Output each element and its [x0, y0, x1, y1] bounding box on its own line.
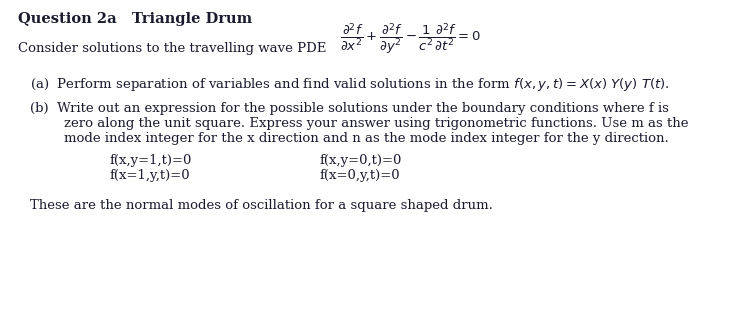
Text: f(x=1,y,t)=0: f(x=1,y,t)=0	[110, 169, 190, 182]
Text: f(x,y=0,t)=0: f(x,y=0,t)=0	[320, 154, 402, 167]
Text: zero along the unit square. Express your answer using trigonometric functions. U: zero along the unit square. Express your…	[30, 117, 688, 130]
Text: mode index integer for the x direction and n as the mode index integer for the y: mode index integer for the x direction a…	[30, 132, 668, 145]
Text: (a)  Perform separation of variables and find valid solutions in the form $f(x,y: (a) Perform separation of variables and …	[30, 76, 670, 93]
Text: f(x=0,y,t)=0: f(x=0,y,t)=0	[320, 169, 401, 182]
Text: Consider solutions to the travelling wave PDE: Consider solutions to the travelling wav…	[18, 42, 327, 55]
Text: f(x,y=1,t)=0: f(x,y=1,t)=0	[110, 154, 192, 167]
Text: Question 2a   Triangle Drum: Question 2a Triangle Drum	[18, 12, 252, 26]
Text: $\dfrac{\partial^2 f}{\partial x^2} + \dfrac{\partial^2 f}{\partial y^2} - \dfra: $\dfrac{\partial^2 f}{\partial x^2} + \d…	[340, 22, 481, 56]
Text: These are the normal modes of oscillation for a square shaped drum.: These are the normal modes of oscillatio…	[30, 199, 493, 212]
Text: (b)  Write out an expression for the possible solutions under the boundary condi: (b) Write out an expression for the poss…	[30, 102, 669, 115]
